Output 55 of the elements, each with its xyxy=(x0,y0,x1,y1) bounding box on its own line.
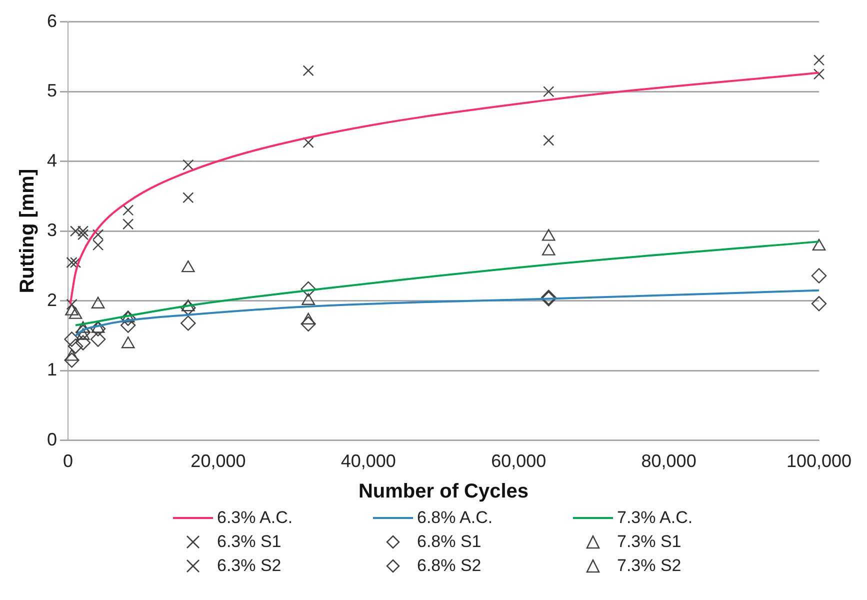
y-tick-label: 4 xyxy=(46,150,58,170)
point xyxy=(68,338,84,354)
point xyxy=(122,218,134,230)
point xyxy=(120,310,136,326)
point xyxy=(120,318,136,333)
legend-label: 6.8% A.C. xyxy=(417,508,493,528)
point xyxy=(77,226,89,237)
point xyxy=(300,281,316,297)
point xyxy=(300,316,316,332)
point xyxy=(811,296,827,312)
legend-label: 6.3% S2 xyxy=(217,556,282,576)
point xyxy=(75,324,91,340)
point xyxy=(543,86,554,98)
y-axis-title: Rutting [mm] xyxy=(16,168,39,294)
legend-label: 7.3% S1 xyxy=(617,532,682,552)
x-tick-label: 40,000 xyxy=(340,451,396,472)
x-tick-label: 20,000 xyxy=(190,451,246,472)
x-tick-label: 100,000 xyxy=(786,451,852,472)
point xyxy=(813,68,825,80)
point xyxy=(182,192,194,204)
point xyxy=(543,134,554,146)
point xyxy=(64,352,80,368)
legend-label: 6.8% S1 xyxy=(417,532,482,552)
y-tick-label: 2 xyxy=(46,290,58,310)
point xyxy=(811,268,827,284)
x-tick-label: 80,000 xyxy=(641,451,696,472)
point xyxy=(813,54,825,66)
point xyxy=(75,335,91,350)
y-tick-label: 6 xyxy=(46,10,58,31)
point xyxy=(90,332,106,347)
x-tick-label: 60,000 xyxy=(491,451,546,472)
point xyxy=(77,229,89,240)
legend-label: 7.3% S2 xyxy=(617,556,682,576)
point xyxy=(64,332,80,347)
point xyxy=(90,321,106,336)
y-tick-label: 1 xyxy=(46,360,58,380)
point xyxy=(70,226,82,237)
point xyxy=(302,136,314,148)
x-axis-title: Number of Cycles xyxy=(358,480,529,503)
point xyxy=(122,204,134,216)
point xyxy=(66,256,78,268)
point xyxy=(182,159,194,170)
point xyxy=(70,256,82,268)
x-tick-label: 0 xyxy=(63,451,74,472)
legend-label: 6.3% A.C. xyxy=(217,508,293,528)
y-tick-label: 5 xyxy=(46,80,58,101)
point xyxy=(180,300,196,316)
point xyxy=(180,316,196,331)
point xyxy=(66,298,78,310)
legend-label: 7.3% A.C. xyxy=(617,508,693,528)
legend-label: 6.8% S2 xyxy=(417,556,482,576)
y-tick-label: 0 xyxy=(46,429,58,450)
point xyxy=(302,65,314,76)
legend-label: 6.3% S1 xyxy=(217,532,282,552)
y-tick-label: 3 xyxy=(46,220,58,240)
